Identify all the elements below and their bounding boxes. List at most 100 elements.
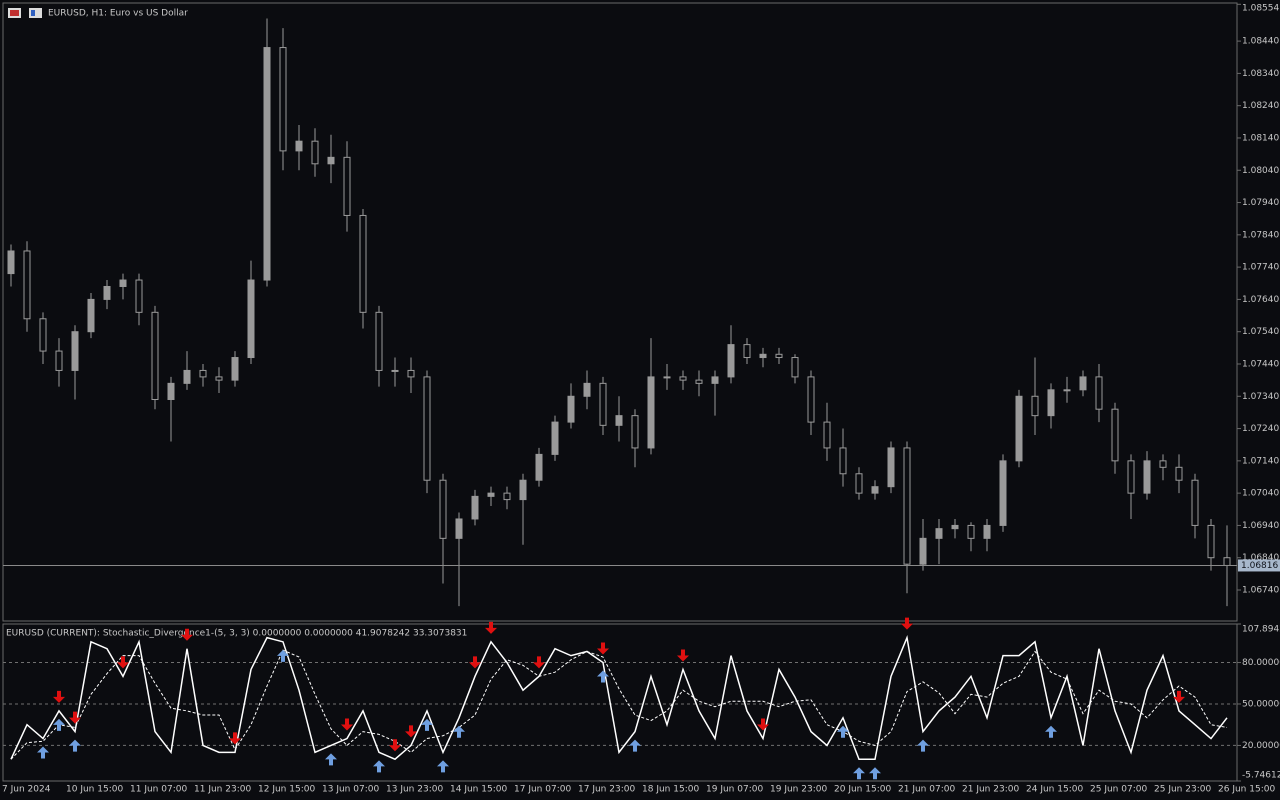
y-tick-label: 1.08240 xyxy=(1242,101,1279,111)
y-tick-label: 1.07540 xyxy=(1242,327,1279,337)
candle-body xyxy=(551,421,559,455)
price-tag-label: 1.06816 xyxy=(1241,561,1278,571)
up-arrow xyxy=(917,739,929,752)
candle-body xyxy=(503,492,511,501)
down-arrow xyxy=(341,718,353,731)
candle-body xyxy=(999,460,1007,526)
candle-body xyxy=(103,285,111,300)
x-tick-label: 12 Jun 15:00 xyxy=(258,785,315,795)
candle-body xyxy=(871,486,879,494)
y-tick-label: 1.06940 xyxy=(1242,521,1279,531)
stoch-line xyxy=(10,649,1228,760)
x-tick-label: 7 Jun 2024 xyxy=(2,785,51,795)
candle-body xyxy=(215,376,223,381)
candle-body xyxy=(1079,376,1087,391)
x-tick-label: 21 Jun 23:00 xyxy=(962,785,1019,795)
down-arrow xyxy=(1173,690,1185,703)
candle-body xyxy=(423,376,431,481)
y-tick-label: 1.06740 xyxy=(1242,586,1279,596)
icon xyxy=(29,8,42,18)
candle-body xyxy=(615,415,623,426)
candle-body xyxy=(711,376,719,384)
y-tick-label: -5.746129 xyxy=(1242,771,1280,781)
down-arrow xyxy=(901,617,913,630)
candle-body xyxy=(343,156,351,216)
x-tick-label: 26 Jun 15:00 xyxy=(1218,785,1275,795)
y-tick-label: 1.07840 xyxy=(1242,230,1279,240)
x-tick-label: 19 Jun 23:00 xyxy=(770,785,827,795)
candle-body xyxy=(695,379,703,384)
up-arrow xyxy=(869,767,881,780)
x-tick-label: 13 Jun 07:00 xyxy=(322,785,379,795)
down-arrow xyxy=(677,649,689,662)
candle-body xyxy=(567,395,575,423)
up-arrow xyxy=(373,760,385,773)
down-arrow xyxy=(469,656,481,669)
candle-body xyxy=(1207,524,1215,559)
candle-body xyxy=(1111,408,1119,462)
y-tick-label: 50.000000 xyxy=(1242,699,1280,709)
up-arrow xyxy=(325,753,337,766)
y-tick-label: 20.000000 xyxy=(1242,741,1280,751)
y-tick-label: 1.07040 xyxy=(1242,489,1279,499)
candle-body xyxy=(247,279,255,359)
icon xyxy=(10,10,19,16)
candle-body xyxy=(1175,466,1183,481)
x-tick-label: 25 Jun 23:00 xyxy=(1154,785,1211,795)
candle-body xyxy=(263,47,271,281)
candle-body xyxy=(631,415,639,449)
price-tag xyxy=(1238,559,1280,572)
candle-body xyxy=(903,447,911,565)
y-tick-label: 80.000000 xyxy=(1242,658,1280,668)
candle-body xyxy=(471,495,479,520)
chart-title: EURUSD, H1: Euro vs US Dollar xyxy=(48,9,188,19)
sub-frame xyxy=(2,623,1238,782)
y-tick-label: 1.06840 xyxy=(1242,553,1279,563)
down-arrow xyxy=(117,656,129,669)
candle-body xyxy=(1191,479,1199,526)
y-tick-label: 1.07940 xyxy=(1242,198,1279,208)
up-arrow xyxy=(629,739,641,752)
candle-body xyxy=(599,382,607,426)
up-arrow xyxy=(437,760,449,773)
x-tick-label: 21 Jun 07:00 xyxy=(898,785,955,795)
y-tick-label: 107.8942 xyxy=(1242,625,1280,635)
y-tick-label: 1.08440 xyxy=(1242,37,1279,47)
candle-body xyxy=(807,376,815,423)
candle-body xyxy=(1143,460,1151,494)
y-tick-label: 1.08554 xyxy=(1242,4,1279,14)
candle-body xyxy=(295,140,303,152)
x-tick-label: 24 Jun 15:00 xyxy=(1026,785,1083,795)
candle-body xyxy=(1015,395,1023,462)
y-tick-label: 1.07340 xyxy=(1242,392,1279,402)
down-arrow xyxy=(757,718,769,731)
y-tick-label: 1.07140 xyxy=(1242,456,1279,466)
main-frame xyxy=(2,2,1238,622)
x-tick-label: 14 Jun 15:00 xyxy=(450,785,507,795)
stoch-line xyxy=(10,634,1228,761)
x-tick-label: 19 Jun 07:00 xyxy=(706,785,763,795)
x-tick-label: 18 Jun 15:00 xyxy=(642,785,699,795)
y-tick-label: 1.08340 xyxy=(1242,69,1279,79)
y-tick-label: 1.08040 xyxy=(1242,166,1279,176)
down-arrow xyxy=(229,732,241,745)
candle-body xyxy=(1031,395,1039,417)
up-arrow xyxy=(453,725,465,738)
down-arrow xyxy=(533,656,545,669)
candle-body xyxy=(167,382,175,401)
y-tick-label: 1.08140 xyxy=(1242,133,1279,143)
candle-body xyxy=(743,344,751,359)
candle-body xyxy=(583,382,591,397)
candle-body xyxy=(199,369,207,378)
up-arrow xyxy=(837,725,849,738)
x-tick-label: 11 Jun 07:00 xyxy=(130,785,187,795)
up-arrow xyxy=(597,670,609,683)
up-arrow xyxy=(421,718,433,731)
candle-body xyxy=(135,279,143,313)
y-tick-label: 1.07440 xyxy=(1242,359,1279,369)
candle-body xyxy=(151,311,159,401)
candle-body xyxy=(455,518,463,539)
candle-body xyxy=(87,298,95,333)
down-arrow xyxy=(69,711,81,724)
up-arrow xyxy=(1045,725,1057,738)
